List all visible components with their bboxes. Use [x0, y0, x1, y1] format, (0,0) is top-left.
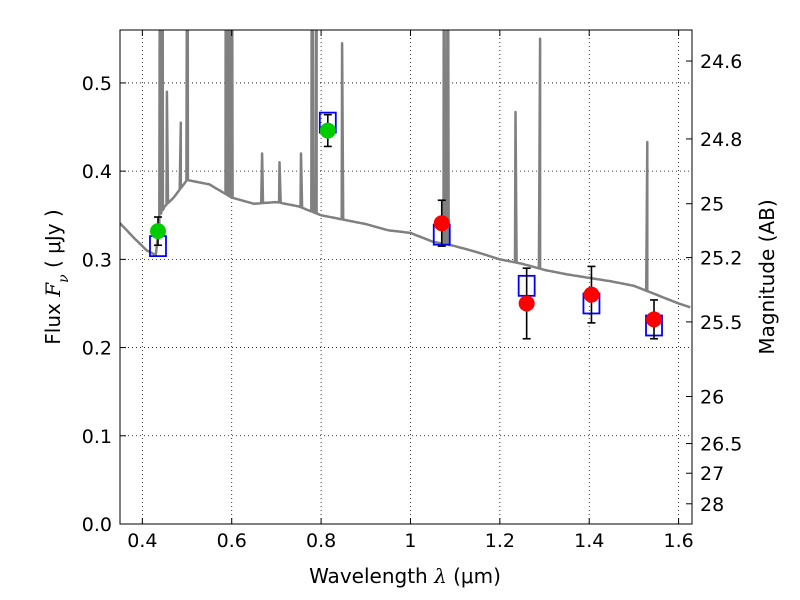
x-tick-label: 1.6	[663, 530, 693, 552]
red-data-point	[518, 295, 535, 312]
y-tick-label: 0.3	[82, 249, 112, 271]
y2-tick-label: 28	[700, 494, 724, 516]
y2-tick-label: 25.5	[700, 312, 742, 334]
y-tick-label: 0.1	[82, 426, 112, 448]
y2-tick-label: 24.6	[700, 51, 742, 73]
plot-frame	[119, 29, 693, 525]
x-tick-label: 1	[404, 530, 416, 552]
x-tick-label: 1.2	[485, 530, 515, 552]
red-data-point	[433, 215, 450, 232]
x-tick-label: 1.4	[574, 530, 604, 552]
y-axis-label: Flux Fν ( μJy )	[41, 209, 72, 344]
model-spectrum-line	[120, 30, 691, 309]
red-data-point	[583, 286, 600, 303]
axis-ticks: 0.4 0.6 0.8 1 1.2 1.4 1.6 0.0 0.1 0.2 0.3 0.4 0.5 24.…	[82, 30, 742, 552]
y2-tick-label: 25	[700, 194, 724, 216]
y2-tick-label: 24.8	[700, 129, 742, 151]
y-tick-label: 0.2	[82, 338, 112, 360]
y2-tick-label: 26.5	[700, 434, 742, 456]
y2-tick-label: 26	[700, 386, 724, 408]
grid-lines	[120, 30, 692, 525]
y-tick-label: 0.0	[82, 514, 112, 536]
y2-tick-label: 27	[700, 463, 724, 485]
y2-tick-label: 25.2	[700, 248, 742, 270]
y2-axis-label: Magnitude (AB)	[755, 199, 779, 354]
green-data-point	[319, 122, 336, 139]
x-axis-label: Wavelength λ (μm)	[309, 564, 501, 588]
x-tick-label: 0.8	[306, 530, 336, 552]
red-data-point	[646, 311, 663, 328]
x-tick-label: 0.6	[217, 530, 247, 552]
y-tick-label: 0.4	[82, 161, 112, 183]
green-data-point	[149, 223, 166, 240]
x-tick-label: 0.4	[127, 530, 157, 552]
plot-area	[120, 30, 691, 340]
y-tick-label: 0.5	[82, 73, 112, 95]
